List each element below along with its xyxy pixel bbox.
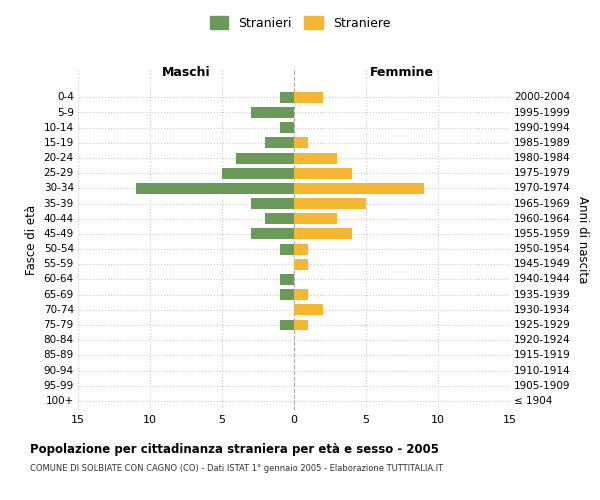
Bar xyxy=(294,168,352,178)
Bar xyxy=(294,138,308,148)
Bar xyxy=(236,152,294,164)
Bar xyxy=(294,92,323,103)
Bar xyxy=(294,289,308,300)
Bar xyxy=(136,183,294,194)
Bar xyxy=(280,244,294,254)
Bar xyxy=(251,198,294,209)
Text: COMUNE DI SOLBIATE CON CAGNO (CO) - Dati ISTAT 1° gennaio 2005 - Elaborazione TU: COMUNE DI SOLBIATE CON CAGNO (CO) - Dati… xyxy=(30,464,443,473)
Bar xyxy=(294,152,337,164)
Legend: Stranieri, Straniere: Stranieri, Straniere xyxy=(205,11,395,35)
Bar xyxy=(294,320,308,330)
Y-axis label: Anni di nascita: Anni di nascita xyxy=(577,196,589,284)
Text: Maschi: Maschi xyxy=(161,66,211,79)
Bar xyxy=(265,138,294,148)
Bar xyxy=(251,228,294,239)
Text: Femmine: Femmine xyxy=(370,66,434,79)
Bar xyxy=(294,198,366,209)
Bar xyxy=(280,274,294,285)
Bar xyxy=(294,304,323,316)
Bar xyxy=(294,244,308,254)
Y-axis label: Fasce di età: Fasce di età xyxy=(25,205,38,275)
Bar xyxy=(265,214,294,224)
Bar xyxy=(251,107,294,118)
Bar xyxy=(294,214,337,224)
Bar xyxy=(294,183,424,194)
Bar xyxy=(294,259,308,270)
Text: Popolazione per cittadinanza straniera per età e sesso - 2005: Popolazione per cittadinanza straniera p… xyxy=(30,442,439,456)
Bar xyxy=(222,168,294,178)
Bar xyxy=(280,92,294,103)
Bar xyxy=(294,228,352,239)
Bar xyxy=(280,122,294,133)
Bar xyxy=(280,320,294,330)
Bar xyxy=(280,289,294,300)
